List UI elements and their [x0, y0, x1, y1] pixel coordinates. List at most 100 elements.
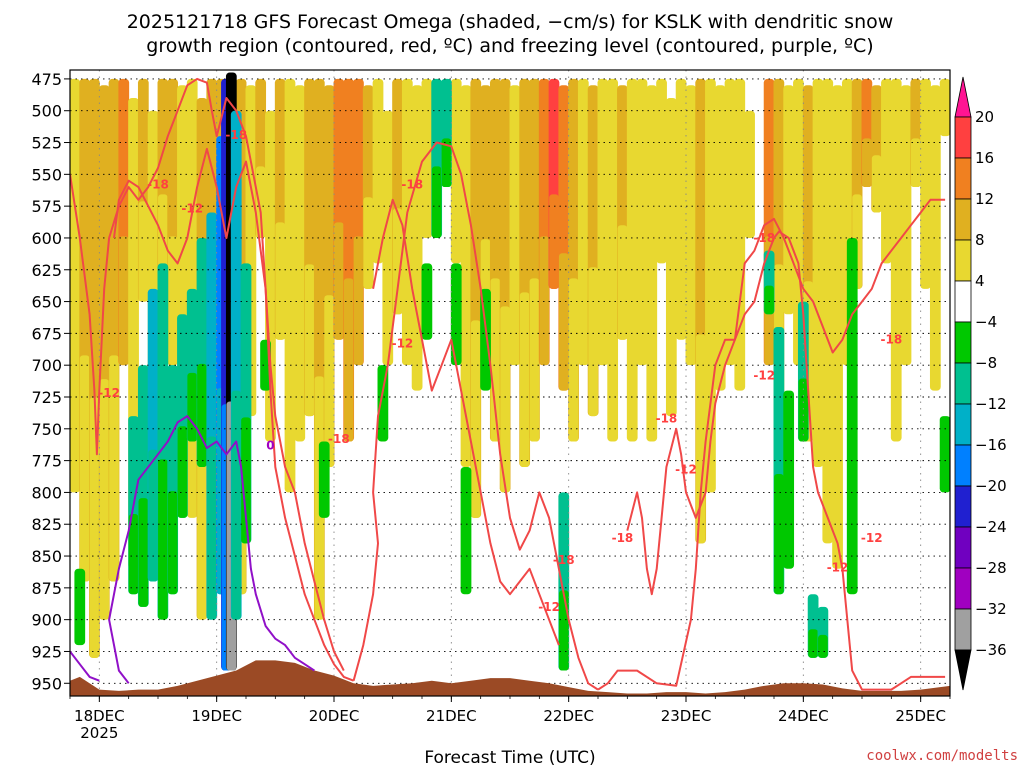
omega-band [646, 85, 658, 442]
contour-minus12 [352, 141, 599, 691]
omega-band [597, 78, 609, 366]
omega-band-core [206, 436, 217, 620]
omega-band-core [79, 355, 90, 582]
omega-band [783, 85, 795, 315]
grid [70, 70, 950, 696]
y-tick-label: 600 [31, 229, 62, 248]
omega-band [318, 441, 330, 518]
omega-band-core [241, 417, 251, 544]
contour-label: -18 [612, 531, 634, 545]
omega-band [846, 237, 858, 595]
contour-label: -18 [656, 412, 678, 426]
x-tick-label: 24DEC [778, 707, 829, 725]
x-tick-sublabel: 2025 [80, 724, 118, 742]
colorbar-label: −20 [975, 477, 1007, 495]
omega-band-core [343, 278, 354, 442]
colorbar-label: −4 [975, 313, 997, 331]
y-tick-label: 825 [31, 515, 62, 534]
omega-band [900, 85, 912, 366]
x-tick-label: 22DEC [543, 707, 594, 725]
y-tick-label: 650 [31, 293, 62, 312]
contour-label: -18 [401, 178, 423, 192]
colorbar-segment [954, 608, 972, 651]
omega-band-core [109, 355, 119, 582]
x-tick-label: 18DEC [74, 707, 125, 725]
y-tick-label: 850 [31, 547, 62, 566]
y-tick-label: 750 [31, 420, 62, 439]
contour-label: 0 [266, 438, 274, 452]
contour-minus12 [70, 77, 354, 682]
y-tick-label: 725 [31, 388, 62, 407]
contour-label: -12 [98, 386, 120, 400]
omega-band-core [519, 292, 530, 467]
omega-band-core [529, 278, 540, 442]
omega-band-core [148, 449, 158, 582]
colorbar-segment [954, 362, 972, 405]
omega-band-core [490, 278, 501, 442]
colorbar-segment [954, 239, 972, 282]
colorbar-bottom-arrow [954, 649, 972, 691]
contour-freezing-level [108, 415, 315, 684]
omega-band-core [255, 166, 266, 238]
omega-band [460, 466, 472, 595]
x-tick-label: 23DEC [661, 707, 712, 725]
colorbar-label: 16 [975, 149, 994, 167]
chart-title-line1: 2025121718 GFS Forecast Omega (shaded, −… [127, 11, 894, 33]
contour-minus12 [597, 230, 946, 691]
omega-band-core [470, 320, 481, 518]
omega-band-core [539, 236, 550, 366]
omega-band-core [324, 295, 334, 467]
colorbar-segment [954, 444, 972, 487]
contour-label: -18 [328, 432, 350, 446]
x-tick-label: 21DEC [426, 707, 477, 725]
omega-band [377, 365, 389, 442]
contour-label: -12 [181, 202, 203, 216]
colorbar-label: 4 [975, 272, 985, 290]
omega-band-core [431, 166, 442, 238]
omega-band-core [910, 138, 921, 188]
contour-label: -18 [753, 231, 775, 245]
omega-band [74, 568, 86, 646]
omega-band-core [187, 372, 198, 442]
colorbar-label: −24 [975, 518, 1007, 536]
x-tick-label: 25DEC [895, 707, 946, 725]
contour-label: -12 [753, 368, 775, 382]
contour-label: -12 [392, 337, 414, 351]
omega-band-core [99, 379, 110, 620]
contour-label: -18 [880, 333, 902, 347]
omega-band [890, 78, 902, 442]
omega-band-core [568, 278, 579, 442]
omega-band-core [500, 306, 510, 493]
omega-band-core [304, 264, 315, 417]
contour-minus18 [372, 198, 560, 646]
omega-band [372, 78, 384, 264]
omega-band-core [334, 222, 344, 340]
chart-title-line2: growth region (contoured, red, ºC) and f… [146, 35, 873, 57]
y-tick-label: 875 [31, 579, 62, 598]
contour-label: -18 [147, 178, 169, 192]
colorbar-segment [954, 198, 972, 241]
omega-band-core [138, 201, 149, 302]
omega-band [675, 78, 687, 340]
y-tick-label: 625 [31, 261, 62, 280]
x-axis-label: Forecast Time (UTC) [424, 748, 595, 768]
omega-band-core [231, 390, 242, 620]
omega-band [832, 85, 843, 569]
omega-band [685, 85, 697, 366]
contour-label: -12 [827, 560, 849, 574]
contour-minus18 [626, 198, 946, 596]
omega-band [724, 78, 736, 366]
colorbar-segment [954, 526, 972, 569]
omega-band-core [128, 514, 139, 595]
contours [70, 77, 946, 691]
omega-band [812, 78, 824, 467]
omega-band [401, 78, 413, 366]
omega-band-core [774, 473, 784, 595]
contour-freezing-level [70, 650, 100, 682]
y-tick-label: 700 [31, 356, 62, 375]
omega-band [577, 78, 589, 366]
omega-band-core [764, 285, 774, 315]
omega-band-core [617, 225, 628, 340]
y-tick-label: 800 [31, 483, 62, 502]
